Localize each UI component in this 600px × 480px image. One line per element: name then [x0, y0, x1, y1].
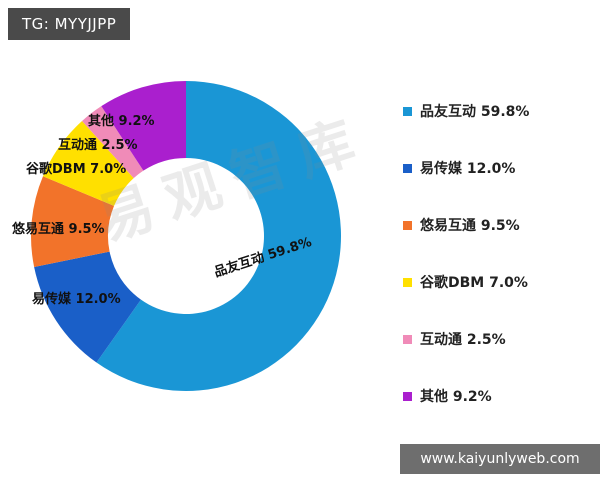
- legend-swatch: [403, 220, 412, 230]
- slice-label-yichuanmei: 易传媒 12.0%: [32, 292, 121, 307]
- slice-label-hudongtong: 互动通 2.5%: [58, 138, 138, 153]
- legend-swatch: [403, 163, 412, 173]
- legend-item-悠易互通[interactable]: 悠易互通 9.5%: [403, 215, 529, 235]
- legend-label: 互动通 2.5%: [420, 332, 506, 348]
- legend-label: 品友互动 59.8%: [420, 104, 530, 120]
- legend-item-易传媒[interactable]: 易传媒 12.0%: [403, 158, 529, 178]
- donut-segment-悠易互通[interactable]: [30, 176, 115, 267]
- legend-item-品友互动[interactable]: 品友互动 59.8%: [403, 101, 529, 121]
- chart-legend: 品友互动 59.8% 易传媒 12.0% 悠易互通 9.5% 谷歌DBM 7.0% 互动…: [403, 101, 529, 406]
- slice-label-youyi-hutong: 悠易互通 9.5%: [12, 222, 105, 237]
- legend-swatch: [403, 391, 412, 401]
- donut-segment-易传媒[interactable]: [34, 251, 141, 363]
- donut-segment-其他[interactable]: [101, 81, 186, 171]
- legend-swatch: [403, 106, 412, 116]
- legend-item-谷歌DBM[interactable]: 谷歌DBM 7.0%: [403, 272, 529, 292]
- slice-label-qita: 其他 9.2%: [88, 114, 155, 129]
- legend-label: 易传媒 12.0%: [420, 161, 516, 177]
- donut-segment-品友互动[interactable]: [96, 81, 342, 391]
- legend-swatch: [403, 334, 412, 344]
- donut-segment-互动通[interactable]: [82, 106, 144, 179]
- legend-item-互动通[interactable]: 互动通 2.5%: [403, 329, 529, 349]
- legend-label: 悠易互通 9.5%: [420, 218, 520, 234]
- tg-badge: TG: MYYJJPP: [8, 8, 131, 40]
- legend-label: 谷歌DBM 7.0%: [420, 275, 528, 291]
- website-url-bar: www.kaiyunlyweb.com: [400, 444, 600, 474]
- donut-segment-谷歌DBM[interactable]: [42, 121, 134, 206]
- slice-label-guge-dbm: 谷歌DBM 7.0%: [26, 162, 127, 177]
- legend-label: 其他 9.2%: [420, 389, 492, 405]
- legend-swatch: [403, 277, 412, 287]
- legend-item-其他[interactable]: 其他 9.2%: [403, 386, 529, 406]
- donut-chart: [30, 81, 342, 391]
